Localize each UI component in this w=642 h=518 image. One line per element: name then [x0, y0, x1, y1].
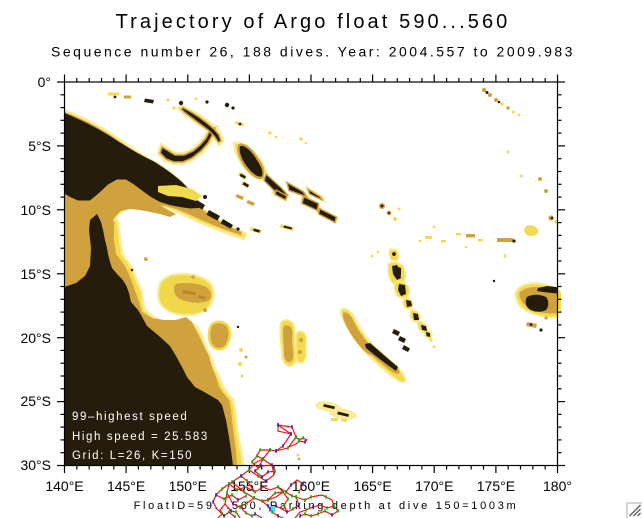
svg-text:5°S: 5°S: [28, 138, 51, 154]
svg-text:99–highest speed: 99–highest speed: [72, 411, 188, 423]
svg-text:175°E: 175°E: [477, 478, 515, 494]
svg-text:170°E: 170°E: [415, 478, 453, 494]
svg-text:Trajectory of Argo float 590..: Trajectory of Argo float 590...560: [116, 11, 511, 33]
svg-text:160°E: 160°E: [292, 478, 330, 494]
svg-text:25°S: 25°S: [20, 393, 51, 409]
svg-text:High speed = 25.583: High speed = 25.583: [72, 431, 209, 443]
svg-text:30°S: 30°S: [20, 457, 51, 473]
svg-text:20°S: 20°S: [20, 330, 51, 346]
svg-text:10°S: 10°S: [20, 202, 51, 218]
svg-text:180°: 180°: [543, 478, 572, 494]
svg-text:Grid: L=26, K=150: Grid: L=26, K=150: [72, 450, 193, 462]
svg-text:150°E: 150°E: [169, 478, 207, 494]
svg-text:140°E: 140°E: [45, 478, 83, 494]
svg-text:FloatID=59...560, Parking dept: FloatID=59...560, Parking depth at dive …: [134, 500, 519, 512]
svg-text:145°E: 145°E: [107, 478, 145, 494]
svg-text:Sequence number 26, 188 dives.: Sequence number 26, 188 dives. Year: 200…: [51, 44, 575, 60]
svg-text:165°E: 165°E: [353, 478, 391, 494]
svg-text:0°: 0°: [38, 74, 51, 90]
svg-text:15°S: 15°S: [20, 266, 51, 282]
